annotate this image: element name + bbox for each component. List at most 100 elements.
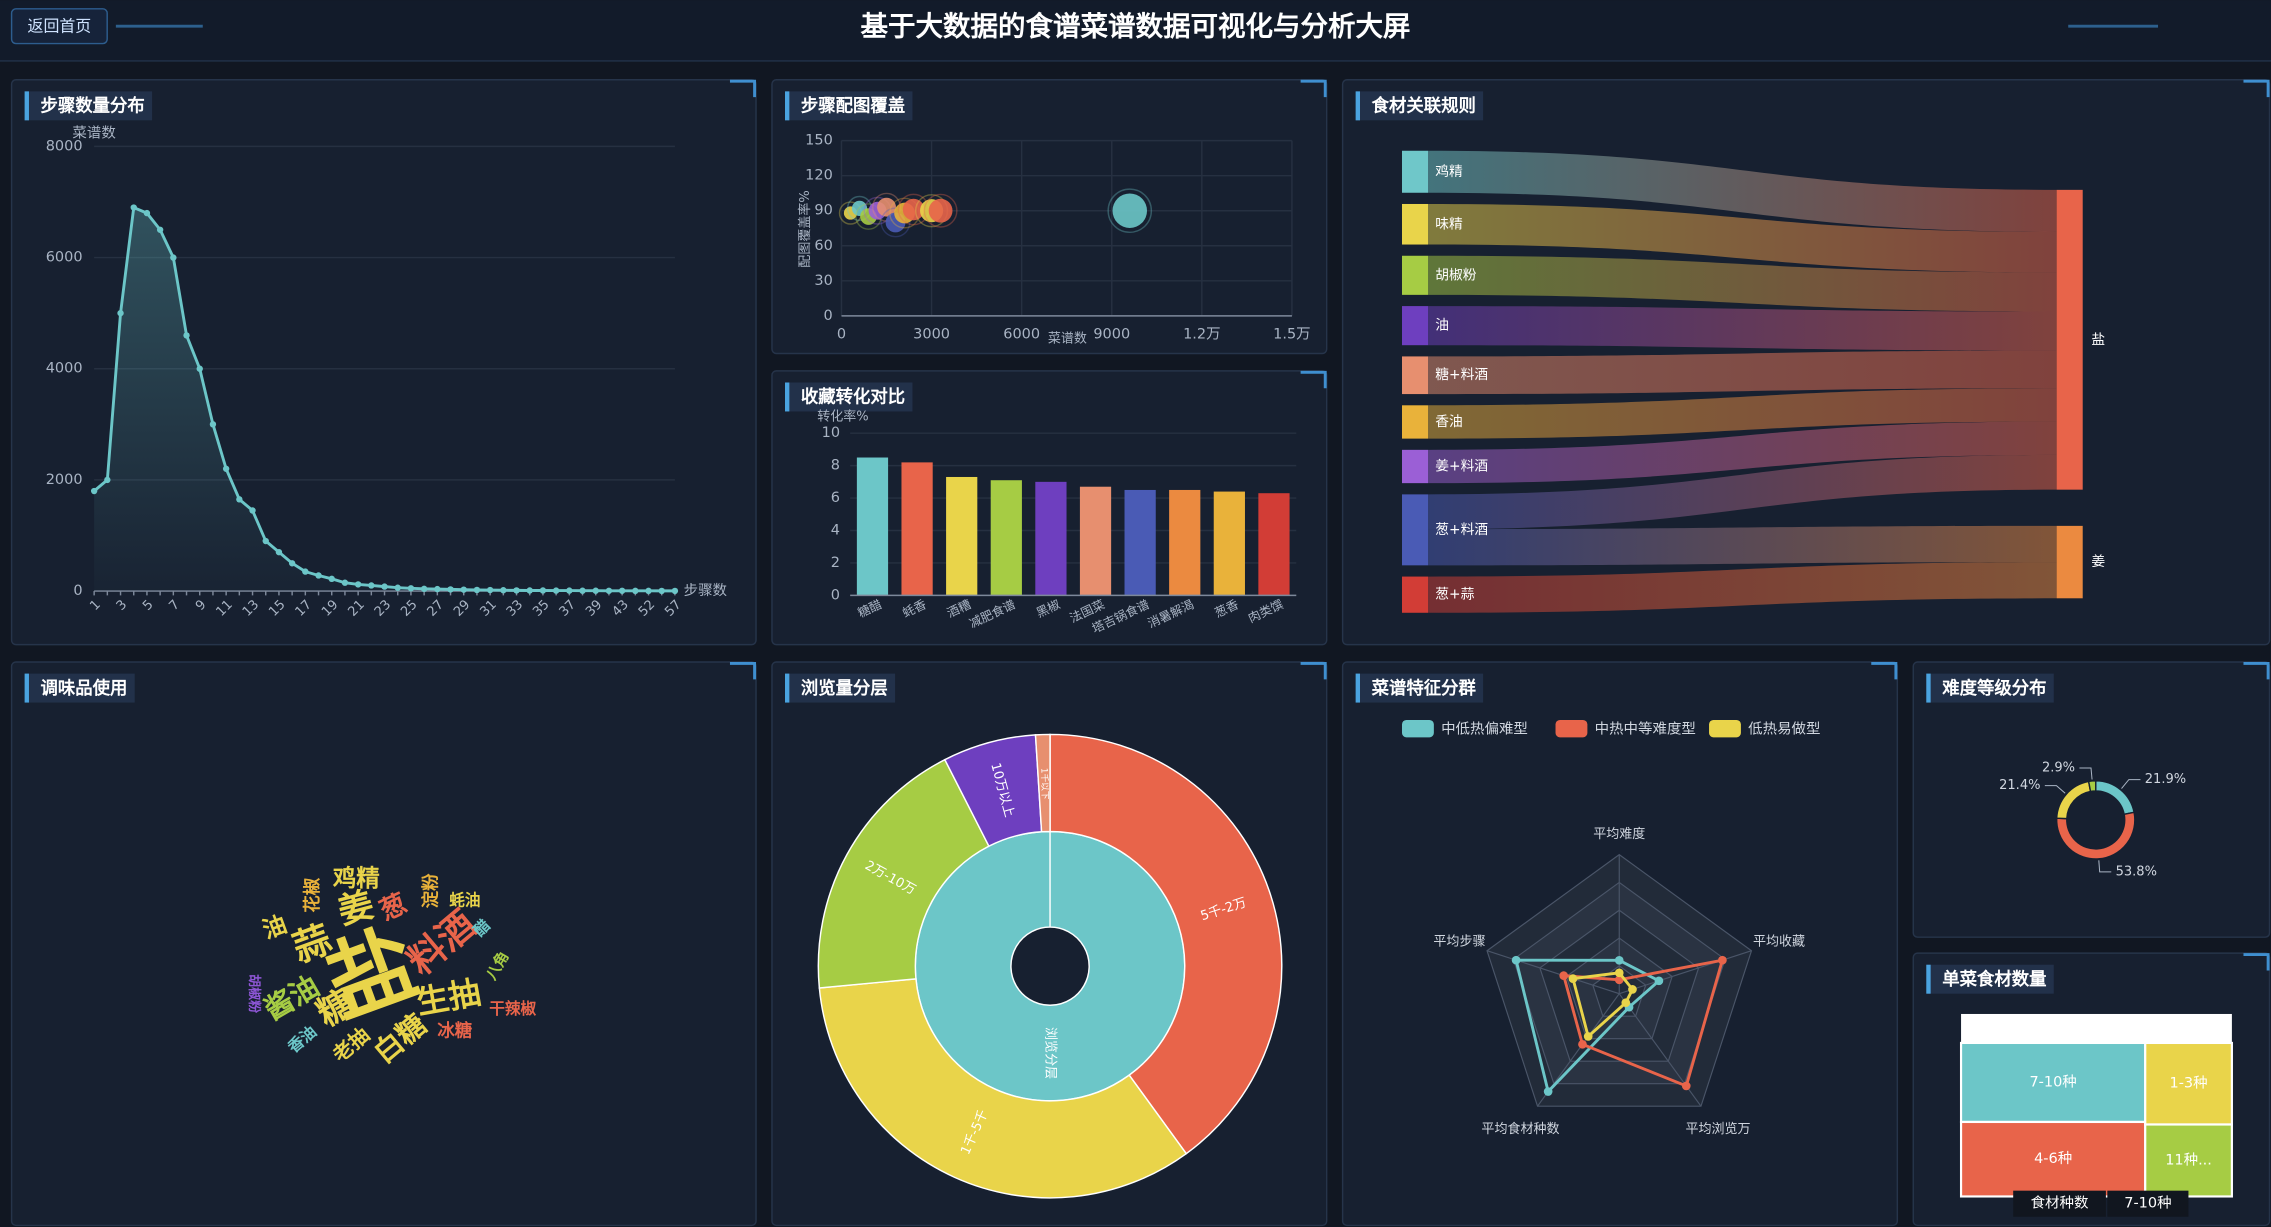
legend-label: 低热易做型 xyxy=(1748,720,1820,737)
scatter-point xyxy=(928,198,953,223)
sankey-link xyxy=(1428,150,2057,232)
breadcrumb-label: 7-10种 xyxy=(2124,1195,2171,1212)
line-point xyxy=(605,587,613,594)
panel-corner xyxy=(729,662,757,680)
back-button-label[interactable]: 返回首页 xyxy=(28,16,92,35)
sankey-link xyxy=(1428,350,2057,395)
sunburst-label: 1千以下 xyxy=(1038,768,1050,800)
panel-title-bar xyxy=(785,673,790,703)
sankey-node-label: 姜 xyxy=(2091,554,2105,570)
sankey-link xyxy=(1428,203,2057,273)
bar xyxy=(901,462,933,596)
radar-point xyxy=(1543,1087,1553,1096)
sunburst-segment xyxy=(1034,733,1051,833)
panel-corner xyxy=(1300,79,1327,98)
y-tick-label: 120 xyxy=(805,168,833,184)
sankey-node-label: 香油 xyxy=(1435,414,1463,430)
panel-title-bg xyxy=(24,673,135,703)
legend-label: 中热中等难度型 xyxy=(1595,719,1696,737)
line-point xyxy=(592,587,599,594)
back-button[interactable] xyxy=(10,8,108,45)
sankey-node xyxy=(1401,255,1429,295)
y-tick-label: 4000 xyxy=(46,361,83,377)
legend-label: 中低热偏难型 xyxy=(1441,720,1528,737)
radar-point xyxy=(1614,955,1624,965)
sankey-link xyxy=(1428,454,2057,530)
radar-point xyxy=(1511,955,1521,965)
sankey-node-label: 鸡精 xyxy=(1435,163,1463,180)
line-point xyxy=(143,209,151,217)
breadcrumb-item[interactable] xyxy=(2107,1190,2189,1217)
panel-title: 难度等级分布 xyxy=(1941,678,2046,699)
word: 冰糖 xyxy=(437,1020,472,1041)
y-tick-label: 0 xyxy=(831,587,840,603)
panel-corner xyxy=(1871,662,1898,680)
radar-point xyxy=(1559,971,1569,980)
sankey-node xyxy=(2056,189,2083,490)
sankey-node xyxy=(2056,525,2083,599)
sankey-link xyxy=(1428,306,2057,351)
x-tick-label: 6000 xyxy=(1003,327,1040,343)
sankey-node-label: 油 xyxy=(1435,318,1449,334)
panel-title-bg xyxy=(1355,91,1484,121)
sankey-node xyxy=(1401,306,1429,346)
leader-line xyxy=(2079,767,2093,780)
treemap-label: 11种... xyxy=(2165,1151,2212,1168)
line-point xyxy=(447,586,454,593)
line-point xyxy=(407,585,415,592)
line-point xyxy=(526,587,533,594)
line-point xyxy=(170,254,177,261)
radar-point xyxy=(1681,1081,1691,1091)
y-axis-label: 菜谱数 xyxy=(72,124,116,141)
radar-indicator: 平均步骤 xyxy=(1433,934,1485,949)
scatter-point xyxy=(902,198,925,221)
line-point xyxy=(236,496,243,503)
bar xyxy=(1079,486,1112,596)
radar-line xyxy=(1514,958,1662,1095)
sankey-node-label: 味精 xyxy=(1435,216,1463,232)
line-point xyxy=(566,587,573,594)
line-point xyxy=(671,587,679,595)
panel-title: 收藏转化对比 xyxy=(801,387,905,408)
panel xyxy=(1912,661,2271,938)
sankey-node xyxy=(1401,150,1429,193)
line-point xyxy=(632,587,639,595)
x-axis-label: 菜谱数 xyxy=(1048,332,1087,347)
y-tick-label: 150 xyxy=(805,133,833,149)
line-point xyxy=(658,587,665,595)
x-tick-label: 3000 xyxy=(913,327,950,343)
leader-line xyxy=(2121,779,2141,789)
legend-swatch xyxy=(1555,719,1588,738)
line-point xyxy=(368,582,375,589)
breadcrumb-label: 食材种数 xyxy=(2031,1195,2089,1212)
bar xyxy=(1035,481,1067,596)
donut-label: 2.9% xyxy=(2042,760,2075,775)
line-point xyxy=(183,332,190,339)
breadcrumb-item[interactable] xyxy=(2013,1190,2106,1217)
panel-title-bg xyxy=(785,382,913,412)
y-tick-label: 10 xyxy=(822,425,840,441)
panel-corner xyxy=(729,79,757,98)
sankey-node-label: 胡椒粉 xyxy=(1435,267,1477,283)
y-tick-label: 6000 xyxy=(46,250,83,266)
y-tick-label: 8 xyxy=(831,458,840,474)
sankey-node xyxy=(1401,494,1429,566)
word: 淀粉 xyxy=(421,873,442,908)
line-point xyxy=(354,581,362,588)
sankey-node xyxy=(1401,405,1429,439)
line-point xyxy=(156,226,164,233)
sunburst-root-label: 浏览分层 xyxy=(1043,1027,1059,1079)
x-axis-label: 步骤数 xyxy=(684,582,728,599)
x-tick-label: 1.5万 xyxy=(1273,327,1310,343)
bar xyxy=(946,476,978,596)
line-point xyxy=(130,204,137,211)
panel-corner xyxy=(1300,662,1327,680)
radar-indicator: 平均难度 xyxy=(1593,826,1645,842)
radar-point xyxy=(1654,976,1664,986)
panel-title-bar xyxy=(24,673,29,703)
bar xyxy=(1258,493,1290,596)
point-halo xyxy=(1107,188,1153,234)
line-point xyxy=(288,560,296,567)
radar-indicator: 平均收藏 xyxy=(1753,934,1805,949)
